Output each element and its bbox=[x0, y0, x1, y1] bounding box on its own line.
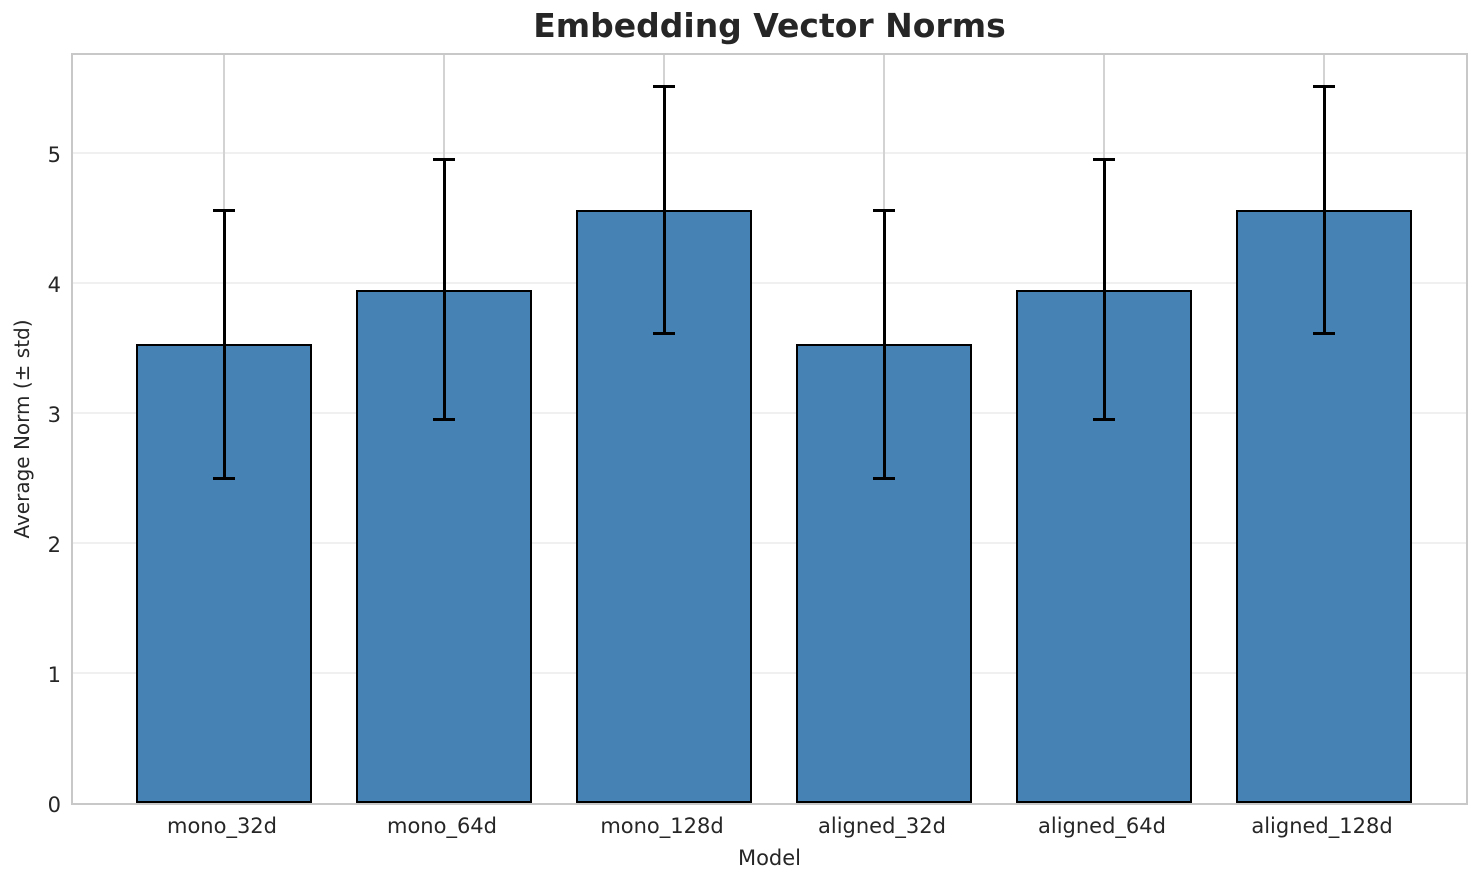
bar bbox=[356, 289, 532, 803]
plot-area bbox=[71, 53, 1468, 805]
error-bar-cap-bottom bbox=[653, 332, 675, 336]
error-bar-cap-top bbox=[1093, 158, 1115, 162]
chart-title: Embedding Vector Norms bbox=[533, 6, 1006, 45]
error-bar-cap-top bbox=[433, 158, 455, 162]
h-gridline bbox=[73, 282, 1466, 285]
h-gridline bbox=[73, 672, 1466, 675]
bar bbox=[136, 344, 312, 803]
y-tick-label: 2 bbox=[47, 533, 61, 558]
y-tick-label: 4 bbox=[47, 273, 61, 298]
error-bar bbox=[882, 210, 886, 479]
error-bar bbox=[1102, 159, 1106, 420]
y-tick-label: 1 bbox=[47, 663, 61, 687]
error-bar-cap-bottom bbox=[433, 418, 455, 422]
h-gridline bbox=[73, 412, 1466, 415]
y-tick-label: 0 bbox=[47, 793, 61, 817]
error-bar-cap-bottom bbox=[1093, 418, 1115, 422]
x-tick-label: mono_128d bbox=[600, 814, 724, 838]
error-bar bbox=[1322, 86, 1326, 334]
error-bar-cap-top bbox=[873, 208, 895, 212]
x-tick-label: aligned_128d bbox=[1251, 814, 1393, 838]
error-bar bbox=[442, 159, 446, 420]
x-tick-label: mono_64d bbox=[386, 814, 497, 838]
x-tick-label: aligned_32d bbox=[818, 814, 946, 838]
error-bar-cap-top bbox=[653, 85, 675, 89]
error-bar-cap-top bbox=[213, 208, 235, 212]
x-tick-label: mono_32d bbox=[166, 814, 277, 838]
x-axis-label: Model bbox=[737, 846, 802, 870]
error-bar bbox=[222, 210, 226, 479]
error-bar-cap-bottom bbox=[1313, 332, 1335, 336]
y-axis-label: Average Norm (± std) bbox=[10, 319, 34, 539]
h-gridline bbox=[73, 542, 1466, 545]
error-bar-cap-bottom bbox=[873, 476, 895, 480]
y-tick-label: 5 bbox=[47, 143, 61, 168]
error-bar-cap-bottom bbox=[213, 476, 235, 480]
error-bar bbox=[662, 86, 666, 334]
h-gridline bbox=[73, 152, 1466, 155]
y-tick-label: 3 bbox=[47, 403, 61, 428]
error-bar-cap-top bbox=[1313, 85, 1335, 89]
x-tick-label: aligned_64d bbox=[1038, 814, 1166, 838]
